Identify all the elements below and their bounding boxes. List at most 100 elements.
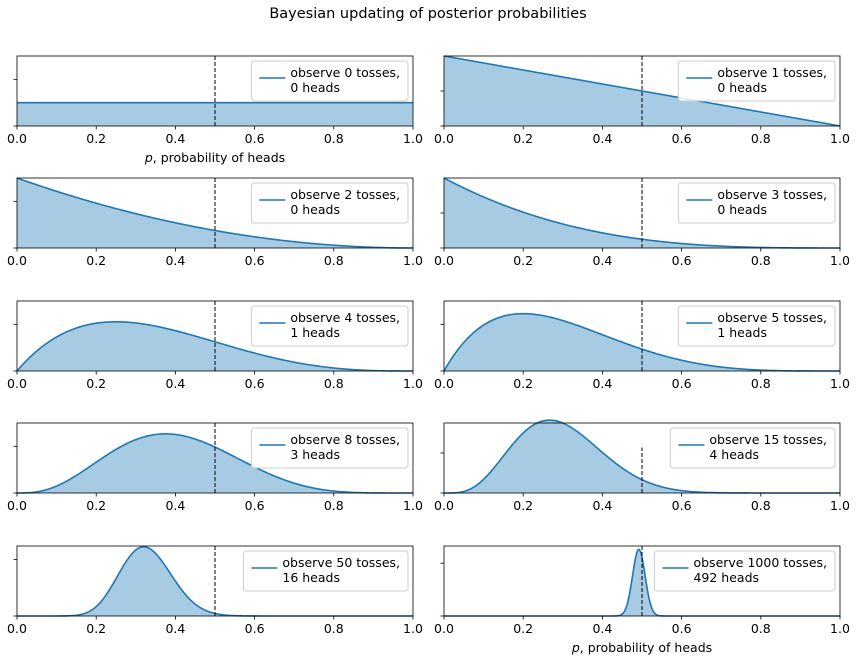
x-tick-label-1: 0.2	[513, 498, 533, 513]
legend-box	[653, 550, 836, 592]
x-tick-label-4: 0.8	[751, 376, 771, 391]
x-tick-label-0: 0.0	[434, 376, 454, 391]
x-tick-label-2: 0.4	[165, 621, 185, 636]
legend-line-1: observe 8 tosses,	[290, 432, 400, 447]
legend-line-1: observe 1000 tosses,	[693, 555, 827, 570]
panel-9: 0.0 0.2 0.4 0.6 0.8 1.0 p, probability of head…	[434, 545, 850, 655]
x-axis-label: p, probability of heads	[571, 640, 712, 655]
legend-line-2: 16 heads	[282, 570, 340, 585]
legend-line-1: observe 1 tosses,	[717, 65, 827, 80]
axes-frame	[16, 545, 414, 617]
legend-box	[677, 305, 836, 347]
legend-box	[250, 182, 409, 224]
legend-line-1: observe 5 tosses,	[717, 310, 827, 325]
legend-line-2: 0 heads	[290, 202, 340, 217]
x-tick-label-0: 0.0	[7, 621, 27, 636]
legend-line-1: observe 0 tosses,	[290, 65, 400, 80]
x-tick-label-5: 1.0	[830, 131, 850, 146]
posterior-area	[17, 433, 413, 493]
x-tick-label-5: 1.0	[403, 253, 423, 268]
x-tick-label-3: 0.6	[245, 621, 265, 636]
panel-8: 0.0 0.2 0.4 0.6 0.8 1.0 observe 50 tosses, 16 …	[7, 545, 423, 636]
posterior-area	[17, 178, 413, 248]
x-tick-label-3: 0.6	[672, 621, 692, 636]
x-tick-label-5: 1.0	[403, 621, 423, 636]
x-tick-label-1: 0.2	[513, 621, 533, 636]
x-tick-label-1: 0.2	[86, 376, 106, 391]
posterior-line	[16, 320, 413, 372]
legend: observe 1000 tosses, 492 heads	[653, 550, 836, 592]
x-tick-label-3: 0.6	[672, 376, 692, 391]
legend: observe 15 tosses, 4 heads	[669, 427, 836, 469]
x-tick-label-3: 0.6	[245, 376, 265, 391]
axes-frame	[443, 300, 841, 372]
legend-box	[250, 60, 409, 102]
x-tick-label-2: 0.4	[165, 131, 185, 146]
x-tick-label-2: 0.4	[592, 131, 612, 146]
x-tick-label-2: 0.4	[165, 376, 185, 391]
x-tick-label-0: 0.0	[7, 253, 27, 268]
axes-frame	[16, 177, 414, 249]
x-tick-label-0: 0.0	[7, 498, 27, 513]
legend: observe 3 tosses, 0 heads	[677, 182, 836, 224]
legend-box	[669, 427, 836, 469]
x-tick-label-3: 0.6	[245, 253, 265, 268]
x-tick-label-1: 0.2	[86, 498, 106, 513]
x-tick-label-4: 0.8	[324, 131, 344, 146]
posterior-area	[444, 420, 840, 493]
x-tick-label-5: 1.0	[403, 498, 423, 513]
x-tick-label-4: 0.8	[324, 621, 344, 636]
x-tick-label-4: 0.8	[751, 131, 771, 146]
panel-7: 0.0 0.2 0.4 0.6 0.8 1.0 observe 15 tosses, 4 h…	[434, 419, 850, 513]
legend-line-2: 0 heads	[717, 80, 767, 95]
posterior-area	[17, 546, 413, 616]
panel-6: 0.0 0.2 0.4 0.6 0.8 1.0 observe 8 tosses, 3 he…	[7, 422, 423, 513]
x-tick-label-0: 0.0	[434, 621, 454, 636]
x-tick-label-5: 1.0	[403, 131, 423, 146]
x-tick-label-3: 0.6	[672, 131, 692, 146]
panels-group: 0.0 0.2 0.4 0.6 0.8 1.0 p, probability of head…	[7, 55, 850, 655]
axes-frame	[16, 55, 414, 127]
x-tick-label-5: 1.0	[830, 498, 850, 513]
legend: observe 2 tosses, 0 heads	[250, 182, 409, 224]
panel-0: 0.0 0.2 0.4 0.6 0.8 1.0 p, probability of head…	[7, 55, 423, 165]
legend-line-2: 1 heads	[717, 325, 767, 340]
x-tick-label-3: 0.6	[245, 131, 265, 146]
legend: observe 1 tosses, 0 heads	[677, 60, 836, 102]
x-tick-label-4: 0.8	[751, 253, 771, 268]
legend-line-1: observe 3 tosses,	[717, 187, 827, 202]
legend-line-1: observe 50 tosses,	[282, 555, 400, 570]
x-tick-label-0: 0.0	[434, 498, 454, 513]
legend-line-2: 0 heads	[717, 202, 767, 217]
axes-frame	[16, 300, 414, 372]
panel-4: 0.0 0.2 0.4 0.6 0.8 1.0 observe 4 tosses, 1 he…	[7, 300, 423, 391]
x-tick-label-1: 0.2	[86, 621, 106, 636]
legend-box	[677, 60, 836, 102]
x-tick-label-2: 0.4	[592, 376, 612, 391]
x-tick-label-4: 0.8	[324, 376, 344, 391]
panel-3: 0.0 0.2 0.4 0.6 0.8 1.0 observe 3 tosses, 0 he…	[434, 177, 850, 268]
x-tick-label-0: 0.0	[7, 376, 27, 391]
x-tick-label-0: 0.0	[7, 131, 27, 146]
legend-box	[250, 305, 409, 347]
axes-frame	[443, 545, 841, 617]
figure-title: Bayesian updating of posterior probabili…	[269, 6, 586, 22]
posterior-line	[16, 177, 413, 249]
x-tick-label-1: 0.2	[86, 253, 106, 268]
x-tick-label-2: 0.4	[592, 621, 612, 636]
x-tick-label-1: 0.2	[86, 131, 106, 146]
axes-frame	[443, 422, 841, 494]
posterior-area	[444, 178, 840, 248]
x-tick-label-1: 0.2	[513, 253, 533, 268]
x-tick-label-0: 0.0	[434, 253, 454, 268]
legend-box	[677, 182, 836, 224]
legend-line-1: observe 4 tosses,	[290, 310, 400, 325]
posterior-line	[443, 55, 841, 127]
legend: observe 0 tosses, 0 heads	[250, 60, 409, 102]
legend-line-2: 0 heads	[290, 80, 340, 95]
panel-5: 0.0 0.2 0.4 0.6 0.8 1.0 observe 5 tosses, 1 he…	[434, 300, 850, 391]
posterior-area	[444, 313, 840, 371]
x-tick-label-5: 1.0	[830, 376, 850, 391]
x-tick-label-4: 0.8	[751, 498, 771, 513]
x-tick-label-5: 1.0	[830, 253, 850, 268]
